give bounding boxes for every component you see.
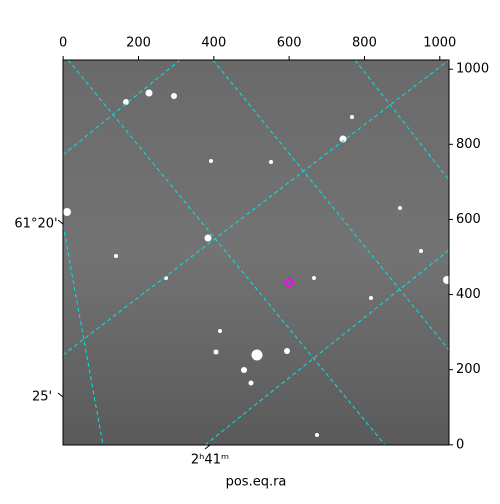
wcs-tick	[57, 392, 64, 398]
wcs-ticks	[57, 219, 211, 450]
wcs-y-label: 25'	[32, 390, 52, 405]
wcs-x-label: 2ʰ41ᵐ	[191, 453, 229, 468]
star	[213, 349, 219, 355]
grid-line	[212, 59, 450, 351]
x-tick-label: 400	[201, 36, 226, 51]
star	[171, 93, 177, 99]
star	[248, 380, 254, 386]
grid-line	[62, 224, 104, 446]
star	[241, 367, 247, 373]
star	[443, 276, 451, 284]
star	[398, 206, 402, 210]
target-marker	[284, 278, 294, 288]
grid-line	[62, 59, 450, 356]
star	[312, 276, 316, 280]
wcs-y-label: 61°20'	[14, 217, 57, 232]
star	[123, 99, 129, 105]
y-tick-label: 400	[456, 287, 481, 302]
star	[251, 349, 263, 361]
star	[145, 89, 153, 97]
star	[339, 135, 347, 143]
plot-frame	[62, 59, 450, 446]
wcs-tick	[57, 219, 64, 225]
star	[369, 296, 373, 300]
x-tick-label: 0	[59, 36, 67, 51]
star	[114, 254, 118, 258]
star	[204, 234, 212, 242]
grid-line	[354, 59, 450, 181]
stars	[63, 89, 451, 437]
star	[284, 348, 290, 354]
grid-line	[204, 249, 450, 446]
x-tick-label: 200	[126, 36, 151, 51]
y-tick-label: 0	[456, 437, 464, 452]
wcs-tick	[204, 444, 211, 450]
image	[63, 60, 449, 445]
star	[350, 115, 354, 119]
star	[218, 329, 222, 333]
star	[315, 433, 319, 437]
y-tick-label: 600	[456, 212, 481, 227]
star	[419, 249, 423, 253]
x-tick-label: 800	[352, 36, 377, 51]
grid-line	[67, 59, 386, 446]
coordinate-grid	[62, 59, 450, 446]
star	[209, 159, 213, 163]
y-tick-label: 200	[456, 362, 481, 377]
y-tick-label: 800	[456, 137, 481, 152]
star	[269, 160, 273, 164]
y-tick-label: 1000	[456, 62, 489, 77]
star	[63, 208, 71, 216]
x-axis-label: pos.eq.ra	[226, 475, 287, 490]
x-tick-label: 1000	[423, 36, 456, 51]
x-tick-label: 600	[277, 36, 302, 51]
